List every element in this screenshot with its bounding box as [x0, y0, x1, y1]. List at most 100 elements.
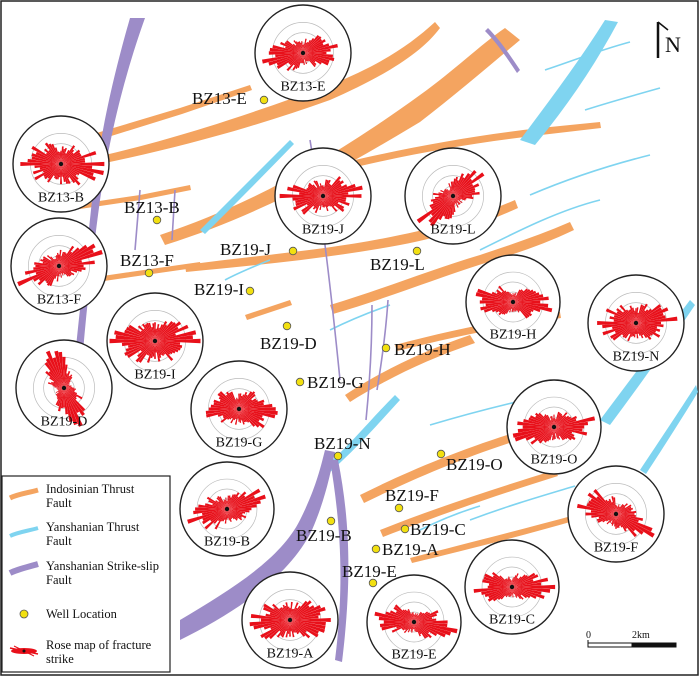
- rose-petal: [216, 497, 227, 509]
- rose-petal: [64, 388, 86, 412]
- legend-well-line1: Well Location: [46, 607, 118, 621]
- rose-petals: [261, 34, 338, 72]
- rose-petal: [512, 577, 515, 587]
- rose-petal: [155, 341, 174, 362]
- rose-petal: [484, 587, 512, 598]
- indosinian-fault-upper-west: [90, 85, 252, 142]
- well-label: BZ19-G: [307, 373, 364, 392]
- rose-petal: [323, 179, 329, 196]
- rose-petal: [239, 409, 276, 419]
- rose-petal: [430, 196, 453, 210]
- legend: Indosinian Thrust Fault Yanshanian Thrus…: [1, 475, 171, 673]
- rose-petal: [513, 302, 530, 318]
- rose-petal: [636, 307, 639, 323]
- rose-petal: [507, 291, 513, 302]
- rose-petal: [64, 373, 68, 388]
- rose-petal: [608, 514, 616, 521]
- rose-petal: [155, 341, 181, 351]
- rose-petal: [636, 305, 645, 323]
- rose-petal: [64, 364, 68, 388]
- rose-petal: [513, 302, 516, 312]
- rose-petal: [414, 612, 423, 622]
- rose-petal: [293, 40, 303, 53]
- rose-petal: [292, 53, 303, 71]
- rose-petal: [137, 325, 155, 341]
- rose-petal: [198, 504, 227, 509]
- rose-petal: [46, 255, 59, 266]
- rose-petal: [47, 164, 61, 179]
- rose-petal: [46, 266, 59, 286]
- rose-petal: [227, 494, 237, 509]
- rose-petal: [323, 196, 335, 207]
- rose-petal: [636, 323, 653, 336]
- rose-petal: [513, 290, 524, 302]
- rose-petal: [554, 418, 556, 427]
- rose-petal: [48, 149, 61, 164]
- rose-petal: [45, 266, 59, 284]
- rose-petal: [227, 509, 232, 520]
- rose-petal: [544, 427, 554, 443]
- rose-label: BZ19-J: [302, 222, 345, 237]
- rose-petal: [292, 43, 303, 53]
- rose-petal: [374, 611, 414, 622]
- rose-petal: [279, 193, 323, 199]
- indosinian-fault-mid: [185, 200, 518, 272]
- rose-petal: [282, 607, 290, 620]
- rose-petal: [202, 509, 227, 525]
- rose-petal: [445, 188, 453, 196]
- rose-petal: [32, 164, 61, 175]
- rose-petal: [64, 375, 70, 388]
- rose-petal: [217, 409, 239, 417]
- well-marker: BZ19-G: [295, 373, 364, 392]
- rose-petal: [442, 196, 453, 217]
- rose-petal: [290, 605, 315, 620]
- rose-petal: [57, 387, 64, 389]
- rose-diagram: BZ19-H: [465, 254, 561, 350]
- rose-petal: [227, 500, 261, 509]
- rose-petal: [636, 323, 644, 336]
- rose-petal: [227, 509, 247, 519]
- rose-petal: [414, 611, 422, 622]
- rose-petal: [383, 620, 414, 624]
- well-layer: BZ13-E BZ13-B BZ13-F BZ19-J BZ19-L BZ19-I BZ19…: [120, 89, 503, 588]
- rose-petal: [512, 427, 554, 438]
- rose-petal: [636, 323, 651, 337]
- rose-petal: [323, 183, 356, 196]
- rose-petal: [289, 607, 291, 620]
- rose-petal: [206, 496, 227, 509]
- rose-petal: [453, 180, 459, 196]
- rose-petal: [512, 587, 545, 600]
- rose-petal: [155, 333, 176, 341]
- rose-petal: [610, 323, 636, 339]
- rose-petal: [295, 196, 323, 207]
- rose-petals: [20, 142, 105, 186]
- rose-petal: [124, 341, 155, 356]
- rose-label: BZ19-A: [267, 646, 315, 661]
- rose-petal: [59, 260, 95, 266]
- rose-petal: [512, 576, 522, 587]
- rose-swatch-icon: [9, 645, 39, 657]
- well-marker: BZ19-O: [436, 449, 503, 474]
- rose-petal: [385, 611, 414, 622]
- rose-petal: [636, 323, 664, 328]
- rose-petal: [444, 189, 453, 196]
- rose-petal: [323, 196, 345, 212]
- rose-petal: [453, 196, 456, 205]
- rose-petal: [227, 495, 231, 509]
- rose-petal: [238, 393, 240, 409]
- rose-petal: [313, 196, 323, 207]
- rose-petal: [636, 323, 639, 339]
- rose-petal: [59, 245, 75, 266]
- rose-petal: [228, 392, 239, 409]
- rose-petal: [492, 575, 512, 587]
- rose-petal: [616, 506, 626, 514]
- well-marker: BZ19-N: [314, 434, 371, 461]
- rose-petal: [55, 388, 64, 396]
- rose-petal: [287, 620, 290, 634]
- rose-petal: [487, 585, 512, 589]
- rose-petal: [408, 622, 414, 630]
- rose-petal: [510, 587, 512, 597]
- rose-petal: [491, 571, 512, 587]
- rose-petal: [302, 53, 304, 64]
- rose-petal: [286, 40, 303, 53]
